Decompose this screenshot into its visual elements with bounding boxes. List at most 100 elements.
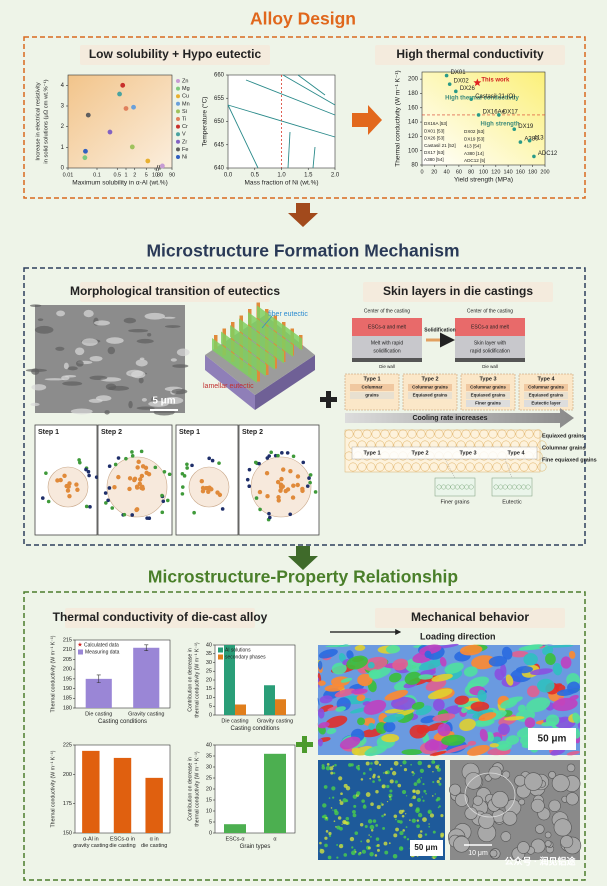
y-tick-label: 200 xyxy=(63,667,72,673)
grain xyxy=(567,681,580,694)
strain-spot xyxy=(325,830,329,833)
sem-texture xyxy=(135,359,148,367)
strain-spot xyxy=(428,823,430,825)
scale-label: 50 μm xyxy=(538,734,567,745)
x-tick-label: gravity casting xyxy=(73,843,108,849)
x-tick-label: 80 xyxy=(157,172,163,178)
strain-spot xyxy=(415,808,420,814)
plus-sign xyxy=(296,736,313,753)
strain-spot xyxy=(418,778,421,781)
solute xyxy=(94,475,99,479)
x-tick-label: 200 xyxy=(540,169,549,175)
x-tick-label: Gravity casting xyxy=(128,711,164,717)
grain-cell xyxy=(528,462,538,472)
grain xyxy=(337,643,349,647)
grain xyxy=(388,672,402,683)
cell xyxy=(472,795,483,806)
strain-spot xyxy=(401,814,405,818)
grain-cell xyxy=(506,429,516,439)
grain-cell xyxy=(501,462,511,472)
sem-texture xyxy=(148,400,169,407)
solute xyxy=(280,451,284,455)
grain xyxy=(459,718,476,732)
grain-cell xyxy=(357,462,367,472)
strain-spot xyxy=(390,767,393,771)
section-title: Microstructure-Property Relationship xyxy=(148,567,458,587)
legend-marker: ★ xyxy=(77,642,82,649)
strain-spot xyxy=(432,830,436,834)
cell xyxy=(551,774,570,793)
grain xyxy=(357,673,373,687)
bar xyxy=(82,750,100,833)
cell xyxy=(500,831,512,842)
caption: Skin layer with xyxy=(474,340,506,346)
strain-spot xyxy=(393,833,398,838)
strain-spot xyxy=(420,777,423,779)
legend-swatch xyxy=(176,139,180,144)
strain-spot xyxy=(326,819,329,821)
eutectic-particle xyxy=(217,492,223,498)
solute xyxy=(122,512,127,517)
data-point xyxy=(117,91,122,97)
grain-cell xyxy=(459,484,465,490)
grain xyxy=(383,721,396,733)
x-tick-label: die casting xyxy=(141,843,167,849)
plot-area xyxy=(421,71,546,166)
caption: Die wall xyxy=(379,364,395,369)
layer-label: Columnar grains xyxy=(412,385,448,390)
x-tick-label: 80 xyxy=(468,169,474,175)
y-axis-label: Contribution on decrease in xyxy=(187,757,193,821)
layer-label: Columnar xyxy=(361,385,382,390)
solute xyxy=(257,461,261,466)
solute xyxy=(153,465,158,470)
reference: Castasil 21 [52] xyxy=(424,143,456,148)
eutectic-particle xyxy=(137,481,142,487)
strain-spot xyxy=(424,833,428,836)
x-tick-label: 0.5 xyxy=(251,173,260,179)
data-point xyxy=(82,155,88,161)
y-tick-label: 5 xyxy=(209,704,212,710)
eutectic-particle xyxy=(295,474,301,479)
sem-texture xyxy=(74,347,85,356)
grain-cell xyxy=(353,429,363,439)
solute xyxy=(308,480,312,485)
strain-spot xyxy=(403,767,408,772)
grain xyxy=(497,743,509,750)
sem-texture xyxy=(123,317,136,324)
point-label: 413 xyxy=(534,135,545,141)
strain-spot xyxy=(333,820,336,823)
y-tick-label: 180 xyxy=(63,705,72,711)
panel-title-bg xyxy=(80,282,270,302)
strain-spot xyxy=(416,797,422,803)
strain-spot xyxy=(334,763,337,767)
type-label: Type 4 xyxy=(507,450,525,456)
fiber xyxy=(256,367,260,382)
solute xyxy=(291,454,296,459)
layer-bar xyxy=(350,392,394,399)
y-tick-label: 4 xyxy=(61,83,65,89)
grain xyxy=(479,728,489,742)
grain xyxy=(357,717,366,726)
annotation: High strength xyxy=(481,122,520,128)
strain-spot xyxy=(417,812,423,818)
x-tick-label: 120 xyxy=(491,169,500,175)
grain xyxy=(525,697,551,713)
legend-label: Measuring data xyxy=(85,649,120,655)
strain-spot xyxy=(343,853,348,857)
x-tick-label: 160 xyxy=(516,169,525,175)
grain-cell xyxy=(533,429,543,439)
solute xyxy=(288,512,293,517)
grain-cell xyxy=(510,462,520,472)
strain-spot xyxy=(362,772,366,775)
solute xyxy=(107,486,112,490)
strain-spot xyxy=(325,816,328,819)
solute xyxy=(247,484,252,488)
strain-spot xyxy=(400,847,403,850)
grain xyxy=(496,750,511,756)
grain-cell xyxy=(344,429,354,439)
type-label: Type 3 xyxy=(479,376,496,382)
solute xyxy=(267,515,272,520)
grain xyxy=(338,653,346,663)
y-tick-label: 30 xyxy=(206,764,212,770)
point-label: DX16Ae xyxy=(483,110,506,116)
